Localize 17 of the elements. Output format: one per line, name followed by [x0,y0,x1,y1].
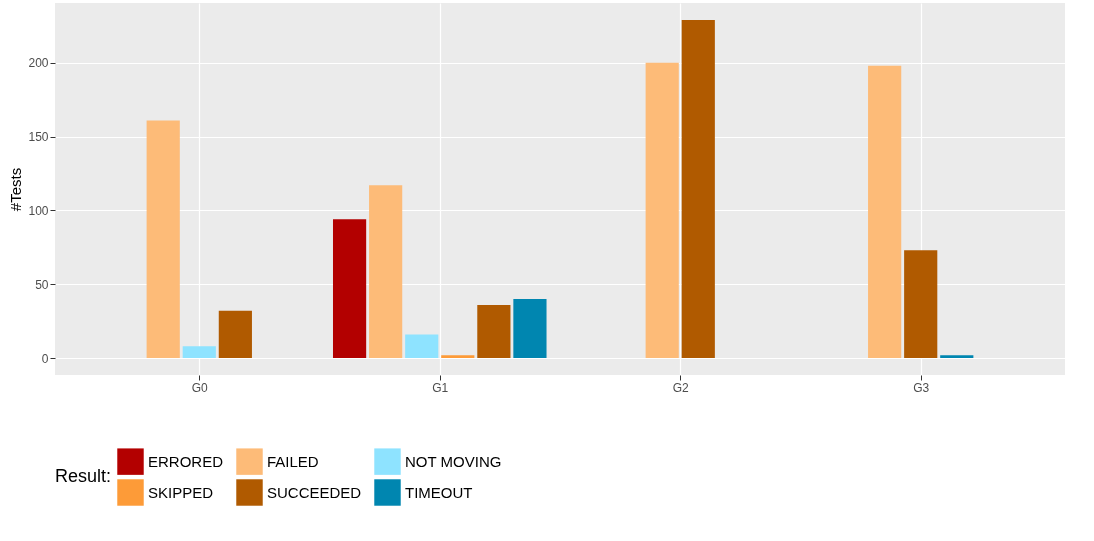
x-tick-label: G3 [913,380,930,395]
legend-title: Result: [55,466,112,486]
legend-label: ERRORED [148,452,224,470]
y-tick-label: 100 [28,203,49,218]
y-tick-label: 200 [28,56,49,71]
y-tick-label: 0 [41,351,49,366]
y-axis-title: #Tests [7,167,25,212]
legend-label: TIMEOUT [405,483,473,501]
legend-label: NOT MOVING [405,452,502,470]
x-tick-label: G0 [191,380,209,395]
legend-label: FAILED [267,452,319,470]
x-tick-label: G1 [432,380,449,395]
y-tick-label: 150 [28,130,49,145]
legend-label: SUCCEEDED [267,483,362,501]
legend-label: SKIPPED [148,483,214,501]
y-tick-label: 50 [35,277,49,292]
x-tick-label: G2 [672,380,690,395]
